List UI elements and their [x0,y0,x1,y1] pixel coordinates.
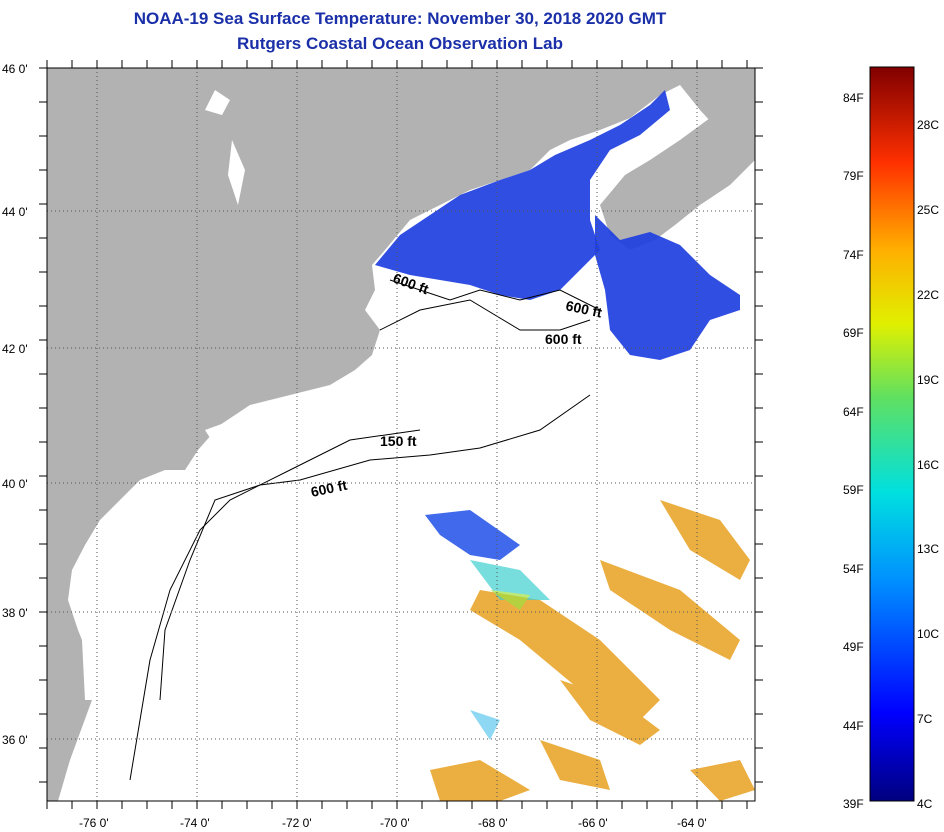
mixed-water-patches [470,560,550,740]
colorbar-c-label: 28C [917,118,939,132]
colorbar-c-label: 4C [917,797,933,811]
colorbar-f-label: 74F [843,248,864,262]
map-subtitle: Rutgers Coastal Ocean Observation Lab [237,34,563,53]
lake [228,140,245,205]
lon-label: -66 0' [578,816,608,830]
warm-water-patches [430,500,755,801]
lon-label: -72 0' [282,816,312,830]
colorbar-c-label: 10C [917,627,939,641]
contour-label: 600 ft [309,477,348,500]
colorbar-f-label: 39F [843,797,864,811]
land-mass-nova-scotia [600,95,755,250]
lat-label: 38 0' [2,606,28,620]
chesapeake-bay [78,560,95,700]
lat-label: 46 0' [2,62,28,76]
contour-label: 600 ft [545,331,582,347]
long-island-sound [205,400,300,438]
colorbar-f-labels: 84F 79F 74F 69F 64F 59F 54F 49F 44F 39F [843,91,864,811]
colorbar [869,66,915,802]
depth-contours [129,279,601,781]
colorbar-c-label: 13C [917,542,939,556]
colorbar-c-labels: 28C 25C 22C 19C 16C 13C 10C 7C 4C [917,118,939,811]
lon-label: -76 0' [79,816,109,830]
lat-label: 42 0' [2,342,28,356]
colorbar-c-label: 7C [917,712,933,726]
colorbar-f-label: 64F [843,405,864,419]
colorbar-c-label: 16C [917,458,939,472]
colorbar-f-label: 84F [843,91,864,105]
lon-label: -70 0' [380,816,410,830]
land-mass-us [47,68,755,801]
lat-label: 40 0' [2,477,28,491]
colorbar-f-label: 54F [843,562,864,576]
cold-water-scotian-shelf [595,215,740,360]
lon-label: -74 0' [180,816,210,830]
contour-label: 150 ft [380,433,417,449]
colorbar-f-label: 69F [843,326,864,340]
cold-water-patch [425,510,520,560]
colorbar-c-label: 19C [917,373,939,387]
map-title: NOAA-19 Sea Surface Temperature: Novembe… [133,9,667,28]
delaware-bay [128,520,150,560]
lon-label: -64 0' [677,816,707,830]
longitude-labels: -76 0' -74 0' -72 0' -70 0' -68 0' -66 0… [79,816,707,830]
lake [205,90,230,115]
colorbar-f-label: 79F [843,169,864,183]
latitude-labels: 46 0' 44 0' 42 0' 40 0' 38 0' 36 0' [2,62,28,747]
map-frame [46,67,756,802]
lat-label: 36 0' [2,733,28,747]
contour-labels: 600 ft 600 ft 600 ft 150 ft 600 ft [309,270,604,500]
colorbar-f-label: 49F [843,640,864,654]
colorbar-f-label: 44F [843,719,864,733]
colorbar-f-label: 59F [843,483,864,497]
contour-label: 600 ft [564,297,603,320]
axis-ticks [39,60,763,809]
colorbar-c-label: 22C [917,288,939,302]
colorbar-c-label: 25C [917,203,939,217]
lon-label: -68 0' [478,816,508,830]
lat-label: 44 0' [2,205,28,219]
